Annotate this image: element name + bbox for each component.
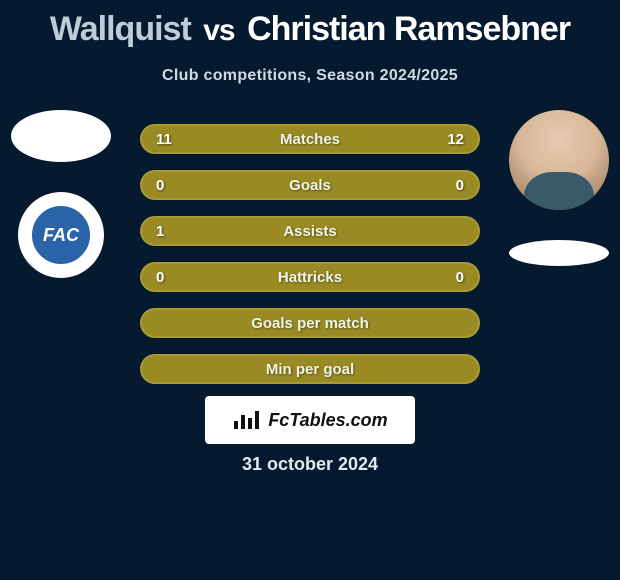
player1-club-badge: FAC: [18, 192, 104, 278]
stat-label: Matches: [142, 131, 478, 148]
stats-table: 11Matches12 0Goals0 1Assists 0Hattricks0 Goa…: [140, 124, 480, 384]
player1-name: Wallquist: [50, 10, 191, 48]
player2-name: Christian Ramsebner: [247, 10, 570, 48]
stat-label: Hattricks: [142, 269, 478, 286]
stat-row: 0Goals0: [140, 170, 480, 200]
club-abbr: FAC: [28, 202, 94, 268]
left-column: FAC: [6, 110, 116, 278]
player1-photo: [11, 110, 111, 162]
stat-row: Min per goal: [140, 354, 480, 384]
stat-label: Assists: [142, 223, 478, 240]
player2-photo: [509, 110, 609, 210]
stat-row: 1Assists: [140, 216, 480, 246]
stat-row: 0Hattricks0: [140, 262, 480, 292]
right-column: [504, 110, 614, 266]
stat-label: Min per goal: [142, 361, 478, 378]
stat-label: Goals per match: [142, 315, 478, 332]
branding-card: FcTables.com: [205, 396, 415, 444]
stat-row: Goals per match: [140, 308, 480, 338]
branding-text: FcTables.com: [268, 410, 387, 431]
vs-label: vs: [203, 14, 234, 47]
stat-label: Goals: [142, 177, 478, 194]
date-text: 31 october 2024: [0, 454, 620, 475]
stat-row: 11Matches12: [140, 124, 480, 154]
player2-club-placeholder: [509, 240, 609, 266]
chart-icon: [232, 409, 260, 431]
subtitle: Club competitions, Season 2024/2025: [0, 67, 620, 85]
comparison-title: Wallquist vs Christian Ramsebner: [0, 0, 620, 49]
